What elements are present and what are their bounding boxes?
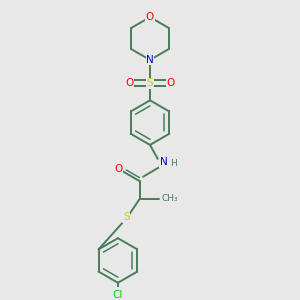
Text: CH₃: CH₃ (161, 194, 178, 203)
Text: O: O (115, 164, 123, 174)
Text: O: O (126, 78, 134, 88)
Text: H: H (170, 159, 177, 168)
Text: Cl: Cl (113, 290, 123, 300)
Text: S: S (147, 78, 153, 88)
Text: N: N (146, 55, 154, 65)
Text: N: N (160, 158, 167, 167)
Text: O: O (166, 78, 174, 88)
Text: S: S (123, 212, 130, 222)
Text: O: O (146, 12, 154, 22)
